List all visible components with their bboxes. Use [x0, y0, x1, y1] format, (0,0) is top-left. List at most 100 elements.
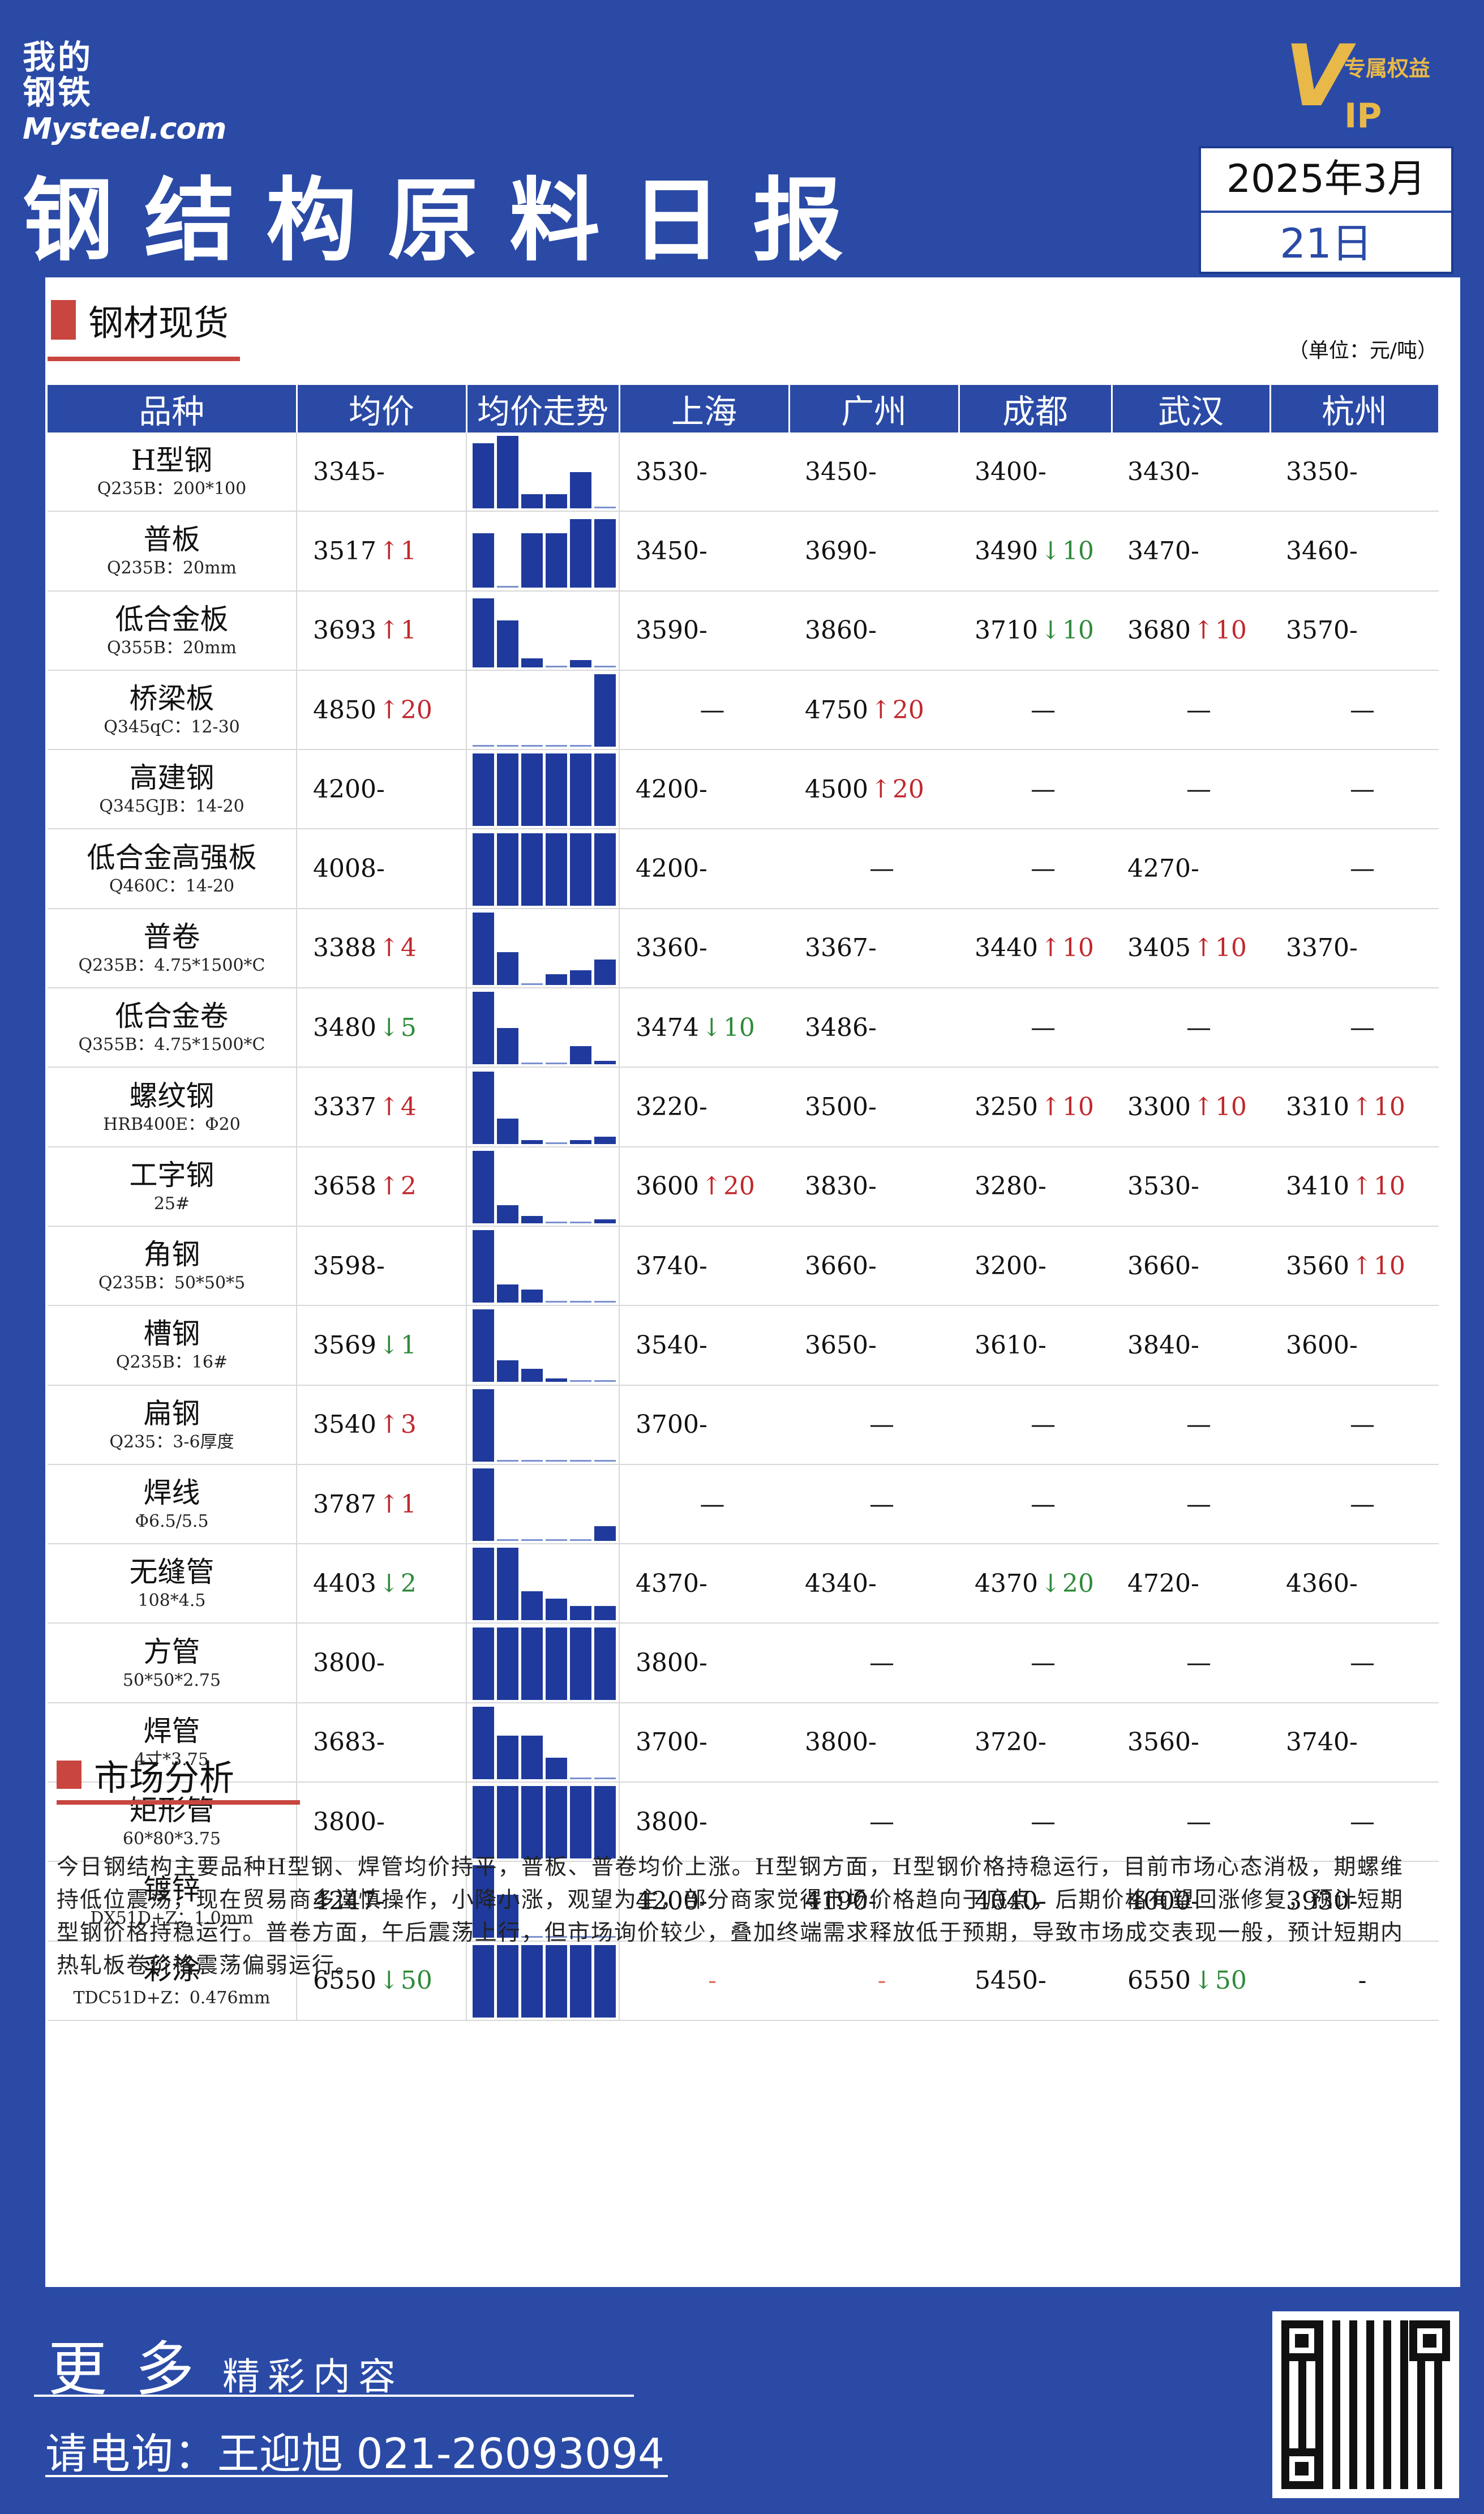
city-price-cell: 3610- — [959, 1305, 1112, 1386]
trend-bar — [546, 1378, 567, 1382]
product-spec: Q235B：50*50*5 — [98, 1273, 246, 1294]
trend-bar — [594, 1136, 616, 1144]
price-change: 1 — [400, 536, 417, 566]
product-spec: 108*4.5 — [138, 1591, 206, 1611]
trend-bar — [473, 1309, 494, 1382]
price-value: 3517 — [313, 536, 376, 566]
price-value: 3280 — [975, 1172, 1038, 1201]
product-cell: 矩形管 60*80*3.75 — [48, 1782, 297, 1862]
price-change: - — [1349, 1728, 1358, 1757]
city-price-cell: — — [1270, 1782, 1439, 1862]
price-value: 3700 — [636, 1728, 699, 1757]
city-price-cell: 3700- — [619, 1385, 789, 1465]
table-row: 低合金卷 Q355B：4.75*1500*C 3480↓5 3474↓10 3486- —… — [48, 988, 1439, 1068]
page-title: 钢结构原料日报 — [23, 168, 875, 273]
trend-bars — [467, 1068, 619, 1146]
trend-bar — [521, 1063, 543, 1065]
trend-bar — [521, 983, 543, 985]
price-value: 3450 — [636, 536, 699, 566]
product-name: 螺纹钢 — [129, 1079, 215, 1112]
trend-bar — [546, 1598, 567, 1621]
trend-bar — [594, 1219, 616, 1223]
price-change: - — [1190, 1251, 1199, 1280]
avg-trend-cell — [466, 750, 620, 830]
product-cell: 扁钢 Q235：3-6厚度 — [48, 1385, 297, 1465]
product-cell: 低合金板 Q355B：20mm — [48, 590, 297, 671]
product-name: 镀锌 — [143, 1873, 200, 1907]
date-year-month: 2025年3月 — [1201, 148, 1451, 213]
price-change: - — [868, 1569, 877, 1598]
trend-bar — [497, 1028, 518, 1065]
price-value: 4190 — [805, 1886, 868, 1916]
more-sub-label: 精彩内容 — [222, 2355, 404, 2399]
trend-bar — [497, 436, 518, 509]
trend-bar — [546, 1786, 567, 1859]
city-price-cell: — — [1112, 750, 1270, 830]
city-price-cell: 3590- — [619, 590, 789, 671]
trend-bar — [570, 472, 591, 509]
price-change: - — [698, 854, 707, 884]
product-cell: 彩涂 TDC51D+Z：0.476mm — [48, 1941, 297, 2021]
trend-bar — [546, 745, 567, 747]
city-price-cell: 3720- — [959, 1702, 1112, 1783]
price-value: 3800 — [313, 1648, 376, 1678]
price-value: 3345 — [313, 457, 376, 486]
trend-bar — [594, 1380, 616, 1382]
product-spec: TDC51D+Z：0.476mm — [73, 1988, 271, 2008]
price-change: - — [698, 1093, 707, 1122]
price-change: - — [1190, 457, 1199, 486]
price-value: 3500 — [805, 1093, 868, 1122]
trend-bar — [594, 1605, 616, 1621]
qr-code[interactable] — [1272, 2311, 1459, 2498]
city-price-cell: 3800- — [619, 1782, 789, 1862]
trend-bar — [570, 1140, 591, 1144]
product-cell: 角钢 Q235B：50*50*5 — [48, 1226, 297, 1307]
price-value: 3800 — [313, 1807, 376, 1836]
price-change: - — [376, 457, 385, 486]
price-value: 3740 — [1286, 1728, 1349, 1757]
city-price-cell: — — [959, 750, 1112, 830]
city-price-cell: — — [959, 1385, 1112, 1465]
trend-bar — [473, 598, 494, 667]
price-value: 3470 — [1127, 536, 1191, 566]
product-spec: 25# — [153, 1193, 190, 1214]
product-spec: HRB400E：Φ20 — [103, 1114, 241, 1134]
city-price-cell: 4040- — [959, 1861, 1112, 1942]
city-price-cell: 3470- — [1112, 511, 1270, 592]
city-price-cell: 3300↑10 — [1112, 1067, 1270, 1147]
price-value: — — [1031, 774, 1056, 804]
trend-bar — [521, 1369, 543, 1382]
price-value: — — [869, 1410, 894, 1440]
price-change: - — [868, 1013, 877, 1042]
price-value: 6550 — [1127, 1966, 1191, 1995]
price-change: 20 — [400, 695, 432, 725]
city-price-cell: 3860- — [789, 590, 959, 671]
city-price-cell: — — [1270, 1623, 1439, 1703]
avg-trend-cell — [466, 432, 620, 512]
city-price-cell: 3840- — [1112, 1305, 1270, 1386]
city-price-cell: 3660- — [789, 1226, 959, 1307]
trend-bar — [497, 1459, 518, 1462]
price-value: 4340 — [805, 1569, 868, 1598]
product-cell: 工字钢 25# — [48, 1146, 297, 1227]
price-value: — — [1186, 695, 1211, 725]
price-value: 5450 — [975, 1966, 1038, 1995]
avg-price-cell: 4403↓2 — [297, 1544, 467, 1624]
city-price-cell: 4000- — [1112, 1861, 1270, 1942]
price-change: - — [1190, 1569, 1199, 1598]
city-price-cell: — — [959, 1623, 1112, 1703]
price-change: - — [1349, 933, 1358, 963]
avg-price-cell: 3540↑3 — [297, 1385, 467, 1465]
price-change: - — [868, 1172, 877, 1201]
price-value: — — [1350, 854, 1375, 884]
city-price-cell: 5450- — [959, 1941, 1112, 2021]
avg-trend-cell — [466, 1544, 620, 1624]
avg-trend-cell — [466, 670, 620, 751]
price-change: 20 — [892, 774, 924, 804]
arrow-down-icon: ↓ — [378, 1569, 400, 1598]
trend-bar — [521, 1736, 543, 1779]
price-value: 6550 — [313, 1966, 376, 1995]
avg-price-cell: 6550↓50 — [297, 1941, 467, 2021]
price-value: 4200 — [636, 854, 699, 884]
product-name: 彩涂 — [143, 1952, 200, 1986]
